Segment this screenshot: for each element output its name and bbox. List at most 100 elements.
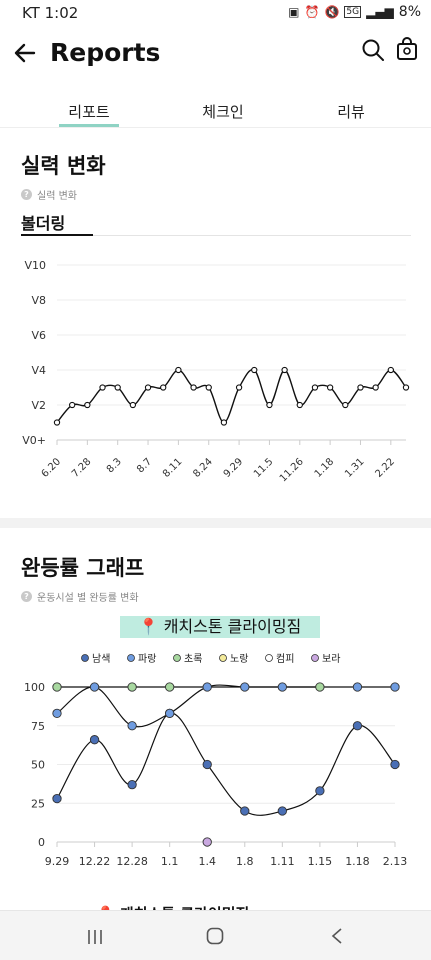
x-tick-label: 8.7 [135, 456, 154, 475]
data-point [52, 682, 62, 692]
data-point [296, 401, 303, 409]
search-icon[interactable] [361, 38, 385, 62]
x-tick-label: 7.28 [70, 456, 94, 480]
legend-label: 남색 [92, 653, 110, 665]
help-icon[interactable]: ? [21, 591, 32, 602]
alarm-icon: ⏰ [304, 5, 320, 19]
skill-section-subtitle: ? 실력 변화 [21, 187, 77, 202]
status-time: KT 1:02 [22, 4, 79, 22]
y-tick-label: 75 [31, 720, 45, 733]
home-icon[interactable] [206, 927, 224, 945]
app-bar: Reports [0, 26, 431, 82]
legend-swatch [311, 654, 319, 662]
tab-checkin[interactable]: 체크인 [202, 103, 244, 121]
network-icon: 5G [344, 6, 362, 18]
x-tick-label: 1.1 [161, 855, 179, 868]
legend-label: 보라 [322, 653, 340, 665]
legend-label: 파랑 [138, 653, 156, 665]
data-point [240, 682, 250, 692]
tab-review[interactable]: 리뷰 [337, 103, 365, 121]
data-point [52, 793, 62, 804]
skill-chart: V10 V8 V6 V4 V2 V0+ 6.20 7.28 8.3 8.7 8.11 8.24 9.29… [22, 259, 410, 484]
climbing-category[interactable]: 볼더링 [21, 214, 66, 233]
legend-swatch [173, 654, 181, 662]
data-point [311, 384, 319, 391]
system-nav-bar [0, 910, 431, 960]
next-gym-name: 📍 캐치스톤 클라이밍짐 [96, 903, 249, 914]
y-tick-label: V8 [31, 294, 46, 307]
y-tick-label: 100 [24, 681, 45, 694]
data-point [352, 721, 363, 731]
data-point [352, 682, 363, 692]
x-tick-label: 8.3 [105, 456, 124, 475]
data-point [114, 384, 121, 391]
category-divider [93, 235, 411, 236]
x-tick-label: 12.28 [116, 855, 148, 868]
data-point [372, 384, 379, 391]
mute-icon: 🔇 [324, 5, 340, 19]
data-point [127, 779, 137, 790]
data-point [277, 806, 287, 816]
data-point [175, 366, 182, 374]
active-tab-indicator [59, 124, 119, 127]
data-point [240, 806, 250, 816]
data-point [390, 682, 400, 692]
page-title: Reports [50, 38, 161, 67]
x-tick-label: 9.29 [45, 855, 70, 868]
x-tick-label: 11.5 [252, 456, 276, 480]
data-point [315, 682, 325, 692]
help-icon[interactable]: ? [21, 189, 32, 200]
y-tick-label: 50 [31, 759, 45, 772]
data-point [315, 786, 325, 796]
data-point [129, 401, 137, 409]
tab-report[interactable]: 리포트 [68, 103, 110, 121]
y-tick-label: 25 [31, 797, 45, 810]
data-point [202, 837, 212, 847]
y-tick-label: V0+ [22, 434, 46, 447]
battery-level: 8% [398, 4, 421, 20]
section-divider [0, 518, 431, 528]
data-point [52, 708, 62, 719]
data-point [220, 419, 228, 426]
data-point [84, 401, 91, 409]
data-point [277, 682, 287, 692]
data-point [390, 759, 400, 770]
completion-section-title: 완등률 그래프 [21, 556, 145, 580]
x-tick-label: 2.13 [383, 855, 408, 868]
x-tick-label: 1.15 [308, 855, 333, 868]
data-point [160, 384, 167, 391]
completion-subtitle-text: 운동시설 별 완등률 변화 [37, 593, 139, 604]
signal-icon: ▂▄▆ [366, 5, 394, 19]
data-point [402, 384, 410, 391]
series-line [56, 684, 395, 728]
back-icon[interactable] [330, 927, 344, 945]
report-tabs: 리포트 체크인 리뷰 [0, 98, 431, 128]
back-arrow-icon[interactable] [14, 42, 36, 64]
data-point [89, 682, 100, 692]
data-point [387, 366, 394, 374]
legend-swatch [265, 654, 273, 662]
x-tick-label: 9.29 [222, 456, 246, 480]
data-point [357, 384, 364, 391]
legend-label: 노랑 [230, 653, 248, 665]
skill-section-title: 실력 변화 [21, 154, 106, 178]
data-point [342, 401, 349, 409]
data-point [190, 384, 197, 391]
category-underline [21, 234, 93, 236]
data-point [165, 682, 175, 692]
completion-section-subtitle: ? 운동시설 별 완등률 변화 [21, 589, 139, 604]
x-tick-label: 6.20 [40, 456, 64, 480]
status-bar: KT 1:02 ▣ ⏰ 🔇 5G ▂▄▆ 8% [0, 0, 431, 26]
notification-icon: ▣ [288, 5, 300, 19]
x-tick-label: 8.24 [191, 456, 215, 480]
data-point [127, 721, 137, 731]
data-point [127, 682, 137, 692]
data-point [202, 759, 212, 770]
x-tick-label: 1.11 [270, 855, 295, 868]
data-point [326, 384, 334, 391]
gym-name-tag: 📍 캐치스톤 클라이밍짐 [120, 616, 320, 638]
recent-apps-icon[interactable] [86, 928, 104, 946]
x-tick-label: 1.18 [313, 456, 337, 480]
shopping-bag-icon[interactable] [395, 37, 419, 61]
